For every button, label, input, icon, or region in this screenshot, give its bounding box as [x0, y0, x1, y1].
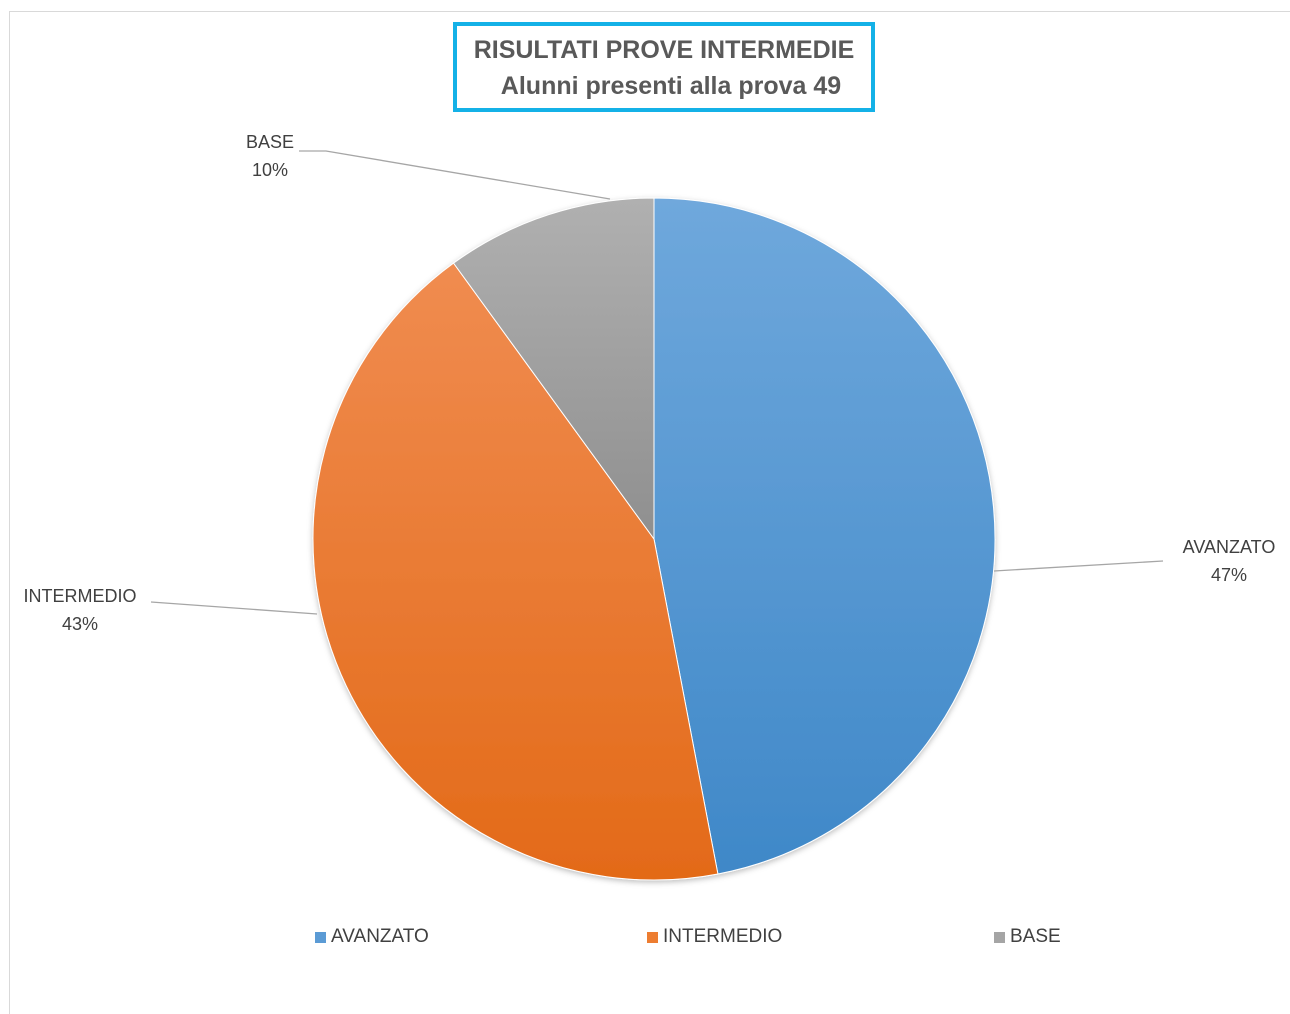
data-label-category-base: BASE [245, 132, 295, 152]
data-label-intermedio: INTERMEDIO 43% [10, 582, 150, 638]
pie-slice-intermedio [312, 262, 719, 881]
leader-line-base [299, 150, 611, 200]
pie-slice-avanzato [653, 197, 996, 875]
legend-swatch-avanzato [315, 931, 326, 943]
leader-line-intermedio [150, 601, 318, 615]
legend-label-intermedio: INTERMEDIO [663, 926, 783, 947]
data-label-category-intermedio: INTERMEDIO [23, 586, 137, 606]
chart-subtitle: Alunni presenti alla prova 49 [500, 72, 842, 100]
data-label-base: BASE 10% [228, 128, 312, 184]
legend-swatch-intermedio [647, 931, 658, 943]
data-label-value-base: 10% [251, 160, 289, 180]
legend-swatch-base [994, 931, 1005, 943]
legend-item-intermedio: INTERMEDIO [647, 926, 782, 948]
legend-item-avanzato: AVANZATO [315, 926, 429, 948]
legend: AVANZATO INTERMEDIO BASE [0, 926, 1290, 952]
chart-title: RISULTATI PROVE INTERMEDIE [473, 36, 855, 64]
legend-label-avanzato: AVANZATO [331, 926, 429, 947]
data-label-value-avanzato: 47% [1210, 565, 1248, 585]
data-label-category-avanzato: AVANZATO [1182, 537, 1276, 557]
pie-slice-base [452, 197, 655, 541]
leader-line-avanzato [993, 560, 1164, 572]
chart-area [9, 11, 1290, 1014]
legend-label-base: BASE [1010, 926, 1061, 947]
chart-title-box: RISULTATI PROVE INTERMEDIE Alunni presen… [453, 22, 875, 112]
data-label-value-intermedio: 43% [61, 614, 99, 634]
legend-item-base: BASE [994, 926, 1061, 948]
data-label-avanzato: AVANZATO 47% [1165, 533, 1290, 589]
